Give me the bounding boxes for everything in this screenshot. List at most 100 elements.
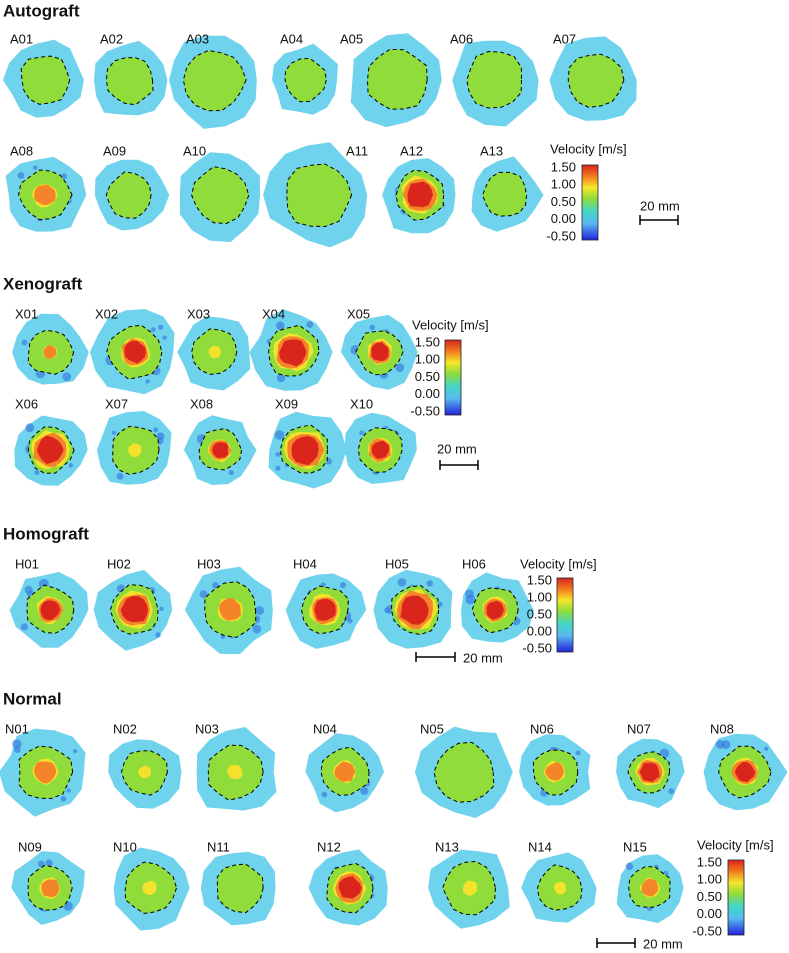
noise bbox=[384, 607, 391, 614]
sample-label: N11 bbox=[207, 839, 230, 854]
noise bbox=[61, 173, 68, 180]
blob-contour bbox=[191, 166, 250, 225]
sample-label: A12 bbox=[400, 143, 423, 158]
sample-label: A04 bbox=[280, 31, 303, 46]
sample-label: A02 bbox=[100, 31, 123, 46]
sample-label: H02 bbox=[107, 556, 131, 571]
noise bbox=[62, 372, 72, 381]
blob-lumen bbox=[191, 166, 249, 224]
blob-contour bbox=[124, 861, 178, 914]
noise bbox=[255, 606, 265, 615]
blob-yellow bbox=[138, 765, 151, 779]
sample-label: N04 bbox=[313, 721, 337, 736]
colorbar-title: Velocity [m/s] bbox=[520, 556, 597, 571]
scale-label: 20 mm bbox=[463, 650, 503, 665]
noise bbox=[212, 582, 219, 589]
blob-lumen bbox=[217, 864, 264, 913]
sample-label: A07 bbox=[553, 31, 576, 46]
colorbar-title: Velocity [m/s] bbox=[412, 317, 489, 332]
section-title: Autograft bbox=[3, 1, 80, 20]
blob-orange bbox=[334, 761, 356, 782]
noise bbox=[153, 427, 159, 433]
sample-label: A08 bbox=[10, 143, 33, 158]
blob-contour bbox=[207, 744, 264, 801]
sample-label: X06 bbox=[15, 396, 38, 411]
blob-lumen bbox=[183, 50, 247, 111]
sample-label: X02 bbox=[95, 306, 118, 321]
blob-contour bbox=[112, 425, 160, 475]
colorbar-title: Velocity [m/s] bbox=[550, 141, 627, 156]
blob-red bbox=[314, 598, 336, 621]
blob-lumen bbox=[286, 164, 352, 227]
noise bbox=[575, 750, 581, 756]
noise bbox=[12, 739, 22, 749]
blob-contour bbox=[27, 864, 73, 911]
blob-contour bbox=[18, 745, 74, 800]
blob-contour bbox=[395, 169, 445, 221]
blob-red bbox=[291, 436, 319, 466]
colorbar-tick: -0.50 bbox=[410, 403, 440, 418]
noise bbox=[68, 463, 73, 468]
noise bbox=[34, 470, 40, 475]
section-title: Normal bbox=[3, 689, 62, 708]
sample-label: X03 bbox=[187, 306, 210, 321]
noise bbox=[158, 324, 164, 330]
colorbar-title: Velocity [m/s] bbox=[697, 837, 774, 852]
blob-red bbox=[36, 435, 64, 465]
blob-contour bbox=[567, 53, 625, 108]
colorbar-tick: 1.50 bbox=[527, 572, 552, 587]
noise bbox=[347, 618, 353, 624]
sample-label: N09 bbox=[18, 839, 42, 854]
noise bbox=[66, 788, 71, 793]
blob-red bbox=[486, 600, 504, 620]
noise bbox=[116, 472, 124, 480]
blob-red bbox=[407, 181, 433, 208]
colorbar-tick: 0.50 bbox=[551, 194, 576, 209]
blob-contour bbox=[268, 324, 320, 377]
blob-contour bbox=[20, 55, 71, 105]
noise bbox=[426, 580, 434, 587]
noise bbox=[275, 465, 281, 471]
blob-orange bbox=[41, 879, 60, 898]
blob-orange bbox=[34, 184, 56, 205]
sample-label: A05 bbox=[340, 31, 363, 46]
sample-label: X08 bbox=[190, 396, 213, 411]
sample-label: X04 bbox=[262, 306, 285, 321]
noise bbox=[397, 578, 407, 587]
noise bbox=[37, 860, 45, 868]
noise bbox=[145, 379, 150, 384]
blob-orange bbox=[641, 879, 659, 897]
blob-red bbox=[120, 596, 148, 623]
blob-lumen bbox=[434, 742, 494, 803]
sample-label: N03 bbox=[195, 721, 219, 736]
noise bbox=[111, 430, 116, 435]
noise bbox=[162, 335, 167, 340]
noise bbox=[275, 451, 281, 457]
blob-red bbox=[40, 600, 61, 621]
scale-label: 20 mm bbox=[640, 198, 680, 213]
colorbar-tick: -0.50 bbox=[522, 640, 552, 655]
blob-contour bbox=[109, 584, 159, 635]
blob-yellow bbox=[208, 345, 222, 359]
blob-contour bbox=[191, 328, 238, 375]
blob-red bbox=[371, 342, 389, 362]
colorbar-tick: 0.50 bbox=[415, 369, 440, 384]
noise bbox=[659, 748, 670, 759]
colorbar bbox=[581, 164, 599, 241]
sample-label: H01 bbox=[15, 556, 39, 571]
section-title: Xenograft bbox=[3, 274, 83, 293]
noise bbox=[275, 321, 285, 331]
noise bbox=[20, 623, 29, 631]
sample-label: X05 bbox=[347, 306, 370, 321]
scale-label: 20 mm bbox=[643, 936, 683, 951]
noise bbox=[359, 430, 364, 436]
blob-red bbox=[338, 876, 362, 899]
noise bbox=[199, 590, 208, 599]
blob-contour bbox=[355, 330, 404, 376]
blob-yellow bbox=[463, 880, 478, 896]
colorbar-tick: -0.50 bbox=[692, 923, 722, 938]
blob-red bbox=[371, 440, 390, 459]
colorbar-tick: 0.50 bbox=[697, 889, 722, 904]
sample-label: X09 bbox=[275, 396, 298, 411]
blob-lumen bbox=[367, 49, 428, 110]
